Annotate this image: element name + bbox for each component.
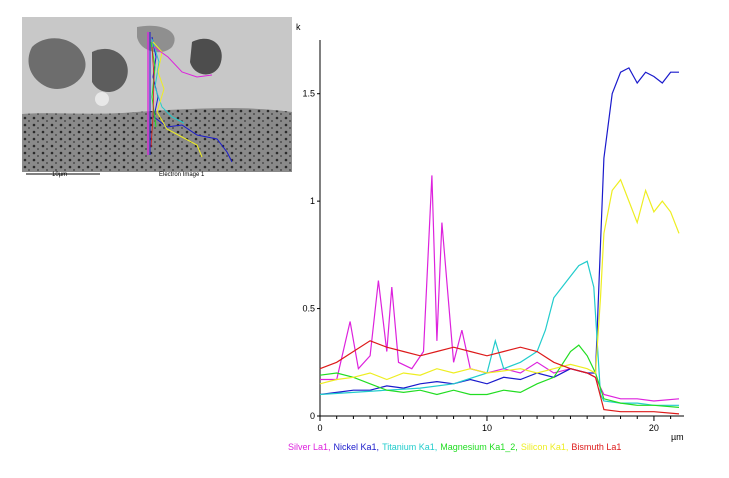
series-line-silicon-ka1 — [319, 178, 680, 385]
legend-item-nickel-ka1: Nickel Ka1, — [333, 442, 380, 452]
y-tick-label: 0 — [310, 411, 315, 421]
scale-bar-label: 10µm — [52, 172, 68, 178]
x-tick-label: 10 — [482, 423, 492, 433]
electron-image — [22, 17, 292, 182]
legend-item-magnesium-ka1-2: Magnesium Ka1_2, — [440, 442, 518, 452]
x-tick-label: 0 — [317, 423, 322, 433]
series-line-titanium-ka1 — [319, 260, 679, 406]
electron-image-panel: 10µm Electron Image 1 — [22, 17, 292, 182]
x-unit-label: µm — [671, 432, 684, 442]
legend-item-silicon-ka1: Silicon Ka1, — [520, 442, 569, 452]
series-line-magnesium-ka1-2 — [319, 344, 680, 408]
y-unit-label: k — [296, 22, 301, 32]
y-tick-label: 1.5 — [302, 89, 315, 99]
image-caption: Electron Image 1 — [159, 172, 205, 178]
legend-item-titanium-ka1: Titanium Ka1, — [382, 442, 438, 452]
series-line-bismuth-la1 — [319, 340, 680, 415]
y-tick-label: 1 — [310, 196, 315, 206]
legend-item-bismuth-la1: Bismuth La1 — [571, 442, 622, 452]
legend-item-silver-la1: Silver La1, — [288, 442, 331, 452]
chart-legend: Silver La1, Nickel Ka1, Titanium Ka1, Magne… — [288, 442, 624, 452]
series-line-nickel-ka1 — [319, 67, 679, 396]
y-tick-label: 0.5 — [302, 304, 315, 314]
x-tick-label: 20 — [649, 423, 659, 433]
series-line-silver-la1 — [320, 175, 680, 402]
